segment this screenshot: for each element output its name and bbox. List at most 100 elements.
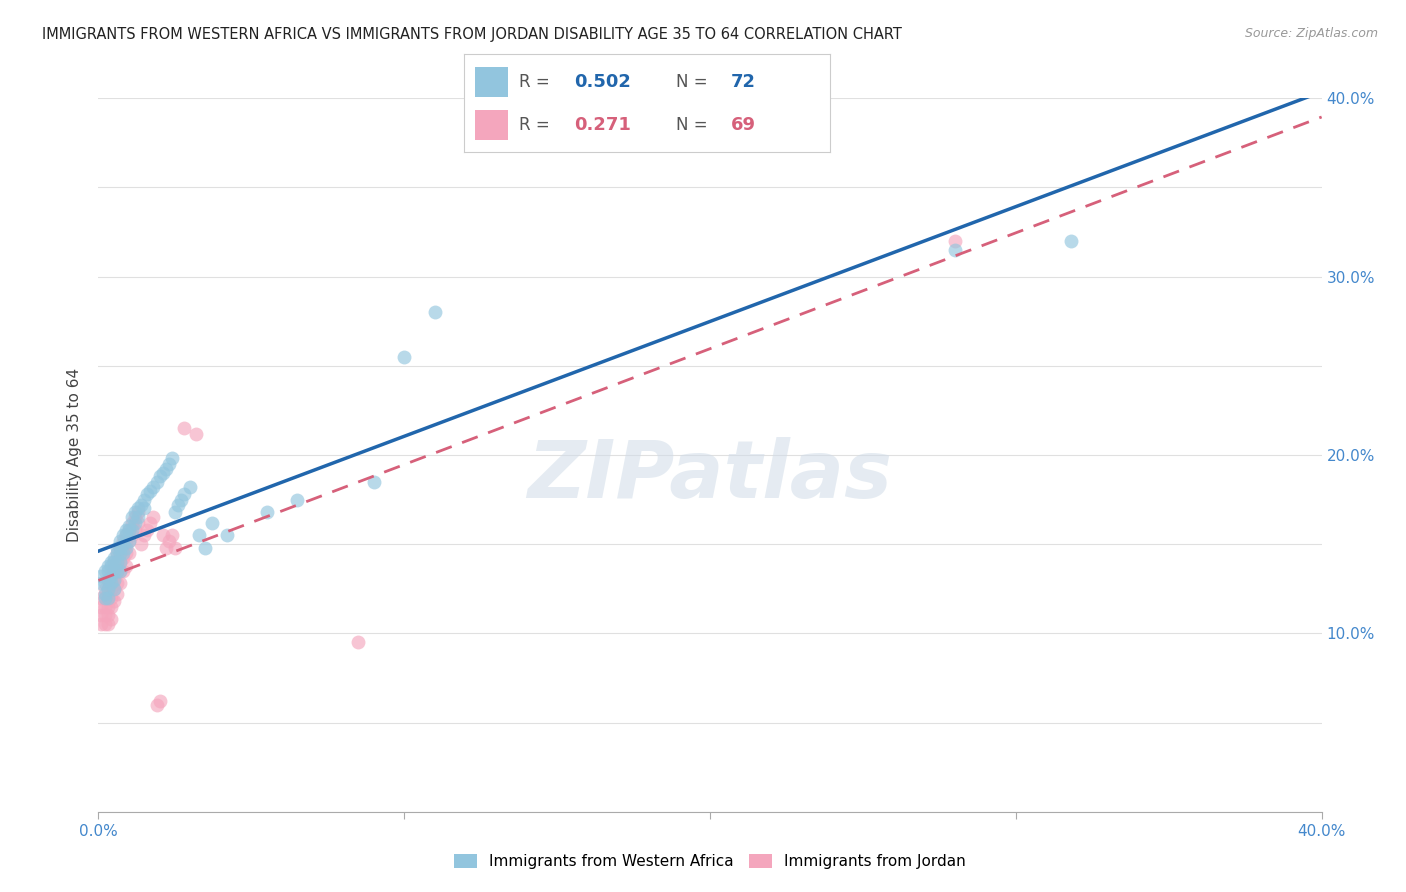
Point	[103, 594, 125, 608]
Point	[90, 576, 112, 591]
Point	[90, 608, 112, 623]
Point	[97, 608, 120, 623]
Text: IMMIGRANTS FROM WESTERN AFRICA VS IMMIGRANTS FROM JORDAN DISABILITY AGE 35 TO 64: IMMIGRANTS FROM WESTERN AFRICA VS IMMIGR…	[42, 27, 903, 42]
Point	[134, 501, 156, 516]
Point	[118, 523, 141, 537]
Point	[163, 541, 186, 555]
Point	[118, 533, 141, 548]
Point	[103, 582, 125, 596]
Point	[115, 546, 138, 560]
Point	[97, 591, 120, 605]
Point	[97, 599, 120, 614]
Point	[90, 599, 112, 614]
Point	[943, 234, 966, 248]
Bar	[475, 67, 508, 96]
Point	[108, 546, 131, 560]
Point	[105, 555, 128, 569]
Point	[103, 564, 125, 578]
Point	[111, 541, 134, 555]
Point	[97, 564, 120, 578]
Text: R =: R =	[519, 73, 550, 91]
Point	[118, 523, 141, 537]
Point	[97, 591, 120, 605]
Point	[136, 487, 159, 501]
Point	[100, 576, 122, 591]
Point	[157, 457, 180, 471]
Point	[127, 510, 149, 524]
Point	[93, 591, 115, 605]
Point	[105, 546, 128, 560]
Point	[93, 582, 115, 596]
Point	[423, 305, 446, 319]
Point	[392, 350, 416, 364]
Point	[111, 564, 134, 578]
Text: ZIPatlas: ZIPatlas	[527, 437, 893, 516]
Point	[90, 617, 112, 632]
Point	[142, 480, 165, 494]
Point	[103, 573, 125, 587]
Point	[363, 475, 385, 489]
Point	[100, 582, 122, 596]
Point	[188, 528, 211, 542]
Bar	[475, 111, 508, 140]
Point	[103, 582, 125, 596]
Point	[160, 451, 183, 466]
Point	[97, 582, 120, 596]
Text: 0.502: 0.502	[574, 73, 630, 91]
Point	[127, 505, 149, 519]
Point	[115, 528, 138, 542]
Point	[129, 537, 152, 551]
Point	[155, 462, 177, 476]
Point	[103, 555, 125, 569]
Point	[118, 533, 141, 548]
Point	[173, 421, 195, 435]
Point	[111, 528, 134, 542]
Point	[100, 569, 122, 583]
Point	[100, 599, 122, 614]
Point	[149, 469, 172, 483]
Point	[121, 516, 143, 530]
Point	[105, 546, 128, 560]
Point	[93, 591, 115, 605]
Point	[93, 564, 115, 578]
Point	[90, 591, 112, 605]
Text: 69: 69	[731, 116, 756, 134]
Point	[152, 528, 174, 542]
Text: 72: 72	[731, 73, 756, 91]
Point	[115, 541, 138, 555]
Point	[100, 555, 122, 569]
Point	[118, 519, 141, 533]
Point	[103, 555, 125, 569]
Point	[115, 528, 138, 542]
Text: N =: N =	[676, 116, 707, 134]
Legend: Immigrants from Western Africa, Immigrants from Jordan: Immigrants from Western Africa, Immigran…	[449, 848, 972, 875]
Point	[115, 537, 138, 551]
Point	[124, 516, 146, 530]
Point	[149, 694, 172, 708]
Point	[108, 546, 131, 560]
Point	[108, 555, 131, 569]
Text: R =: R =	[519, 116, 550, 134]
Point	[179, 480, 201, 494]
Point	[152, 466, 174, 480]
Point	[100, 564, 122, 578]
Point	[97, 582, 120, 596]
Point	[105, 576, 128, 591]
Point	[97, 573, 120, 587]
Point	[134, 528, 156, 542]
Point	[285, 492, 308, 507]
Point	[93, 617, 115, 632]
Point	[100, 558, 122, 573]
Point	[111, 533, 134, 548]
Point	[105, 555, 128, 569]
Y-axis label: Disability Age 35 to 64: Disability Age 35 to 64	[67, 368, 83, 542]
Point	[105, 541, 128, 555]
Point	[142, 510, 165, 524]
Point	[163, 505, 186, 519]
Point	[108, 564, 131, 578]
Point	[97, 558, 120, 573]
Point	[93, 599, 115, 614]
Point	[256, 505, 278, 519]
Point	[100, 612, 122, 626]
Point	[100, 591, 122, 605]
